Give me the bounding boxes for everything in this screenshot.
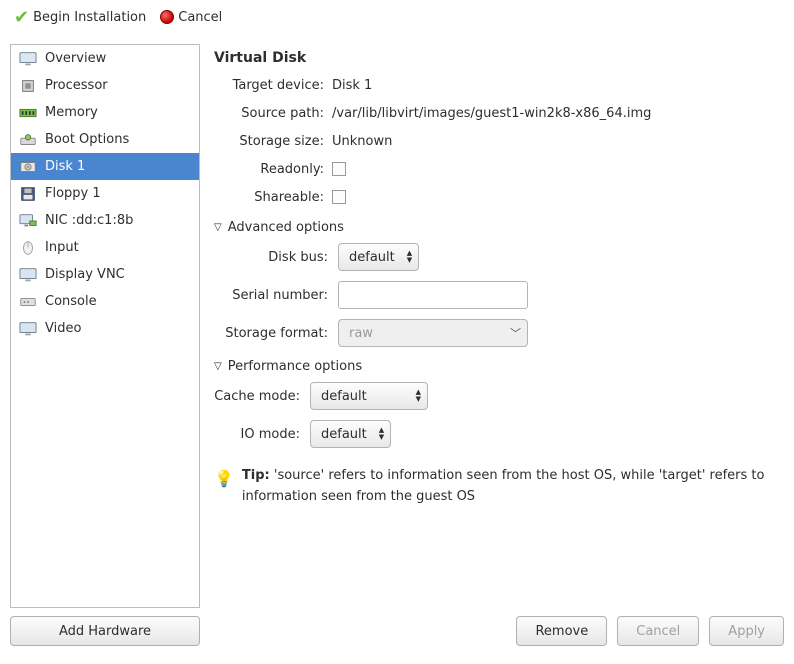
sidebar-item-label: Boot Options [45,132,129,147]
sidebar-item-input[interactable]: Input [11,234,199,261]
spinner-icon: ▲▼ [407,250,412,264]
monitor-icon [19,52,37,66]
storage-format-label: Storage format: [220,326,338,341]
chevron-down-icon: ﹀ [510,325,521,341]
io-mode-combo[interactable]: default ▲▼ [310,420,391,448]
performance-options-header[interactable]: ▽ Performance options [214,359,780,374]
display-icon [19,268,37,282]
target-device-value: Disk 1 [332,78,780,93]
disk-bus-combo[interactable]: default ▲▼ [338,243,419,271]
sidebar-item-floppy-1[interactable]: Floppy 1 [11,180,199,207]
storage-format-combo[interactable]: raw ﹀ [338,319,528,347]
cache-mode-combo[interactable]: default ▲▼ [310,382,428,410]
add-hardware-label: Add Hardware [59,624,151,639]
video-icon [19,322,37,336]
sidebar-item-label: Video [45,321,81,336]
sidebar-item-label: Display VNC [45,267,125,282]
sidebar-item-label: Console [45,294,97,309]
sidebar-item-nic[interactable]: NIC :dd:c1:8b [11,207,199,234]
sidebar-item-label: NIC :dd:c1:8b [45,213,133,228]
spinner-icon: ▲▼ [416,389,421,403]
expander-icon: ▽ [214,222,222,233]
storage-format-value: raw [349,326,373,341]
boot-icon [19,133,37,147]
cancel-toolbar-label: Cancel [178,10,222,25]
io-mode-value: default [321,427,367,442]
stop-icon [160,10,174,24]
storage-size-label: Storage size: [224,134,332,149]
cache-mode-label: Cache mode: [214,389,310,404]
remove-label: Remove [535,624,588,639]
tip-text: Tip: 'source' refers to information seen… [242,466,780,508]
source-path-value: /var/lib/libvirt/images/guest1-win2k8-x8… [332,106,780,121]
lightbulb-icon: 💡 [214,466,234,508]
disk-icon [19,160,37,174]
content-area: Overview Processor Memory Boot Options D… [0,36,794,608]
advanced-options-label: Advanced options [228,220,344,235]
console-icon [19,295,37,309]
advanced-options-header[interactable]: ▽ Advanced options [214,220,780,235]
disk-bus-label: Disk bus: [220,250,338,265]
sidebar-item-label: Disk 1 [45,159,85,174]
begin-installation-button[interactable]: ✔ Begin Installation [10,5,150,30]
sidebar-item-display-vnc[interactable]: Display VNC [11,261,199,288]
cancel-button[interactable]: Cancel [617,616,699,646]
details-panel: Virtual Disk Target device: Disk 1 Sourc… [210,44,784,608]
tip-prefix: Tip: [242,468,270,483]
sidebar-item-console[interactable]: Console [11,288,199,315]
storage-size-value: Unknown [332,134,780,149]
sidebar-item-label: Processor [45,78,108,93]
expander-icon: ▽ [214,361,222,372]
section-title: Virtual Disk [214,50,780,66]
source-path-label: Source path: [224,106,332,121]
disk-bus-value: default [349,250,395,265]
remove-button[interactable]: Remove [516,616,607,646]
readonly-checkbox[interactable] [332,162,346,176]
sidebar-item-memory[interactable]: Memory [11,99,199,126]
sidebar-item-label: Memory [45,105,98,120]
shareable-label: Shareable: [224,190,332,205]
apply-button[interactable]: Apply [709,616,784,646]
cache-mode-value: default [321,389,367,404]
tip-row: 💡 Tip: 'source' refers to information se… [214,466,780,508]
tip-body: 'source' refers to information seen from… [242,468,765,504]
sidebar-item-label: Floppy 1 [45,186,101,201]
nic-icon [19,214,37,228]
performance-options-label: Performance options [228,359,362,374]
readonly-label: Readonly: [224,162,332,177]
apply-label: Apply [728,624,765,639]
shareable-checkbox[interactable] [332,190,346,204]
sidebar-item-overview[interactable]: Overview [11,45,199,72]
toolbar: ✔ Begin Installation Cancel [0,0,794,36]
mouse-icon [19,241,37,255]
add-hardware-button[interactable]: Add Hardware [10,616,200,646]
cancel-label: Cancel [636,624,680,639]
sidebar-item-label: Overview [45,51,106,66]
floppy-icon [19,187,37,201]
hardware-sidebar: Overview Processor Memory Boot Options D… [10,44,200,608]
check-icon: ✔ [14,7,29,28]
sidebar-item-processor[interactable]: Processor [11,72,199,99]
cpu-icon [19,79,37,93]
begin-installation-label: Begin Installation [33,10,146,25]
memory-icon [19,106,37,120]
io-mode-label: IO mode: [214,427,310,442]
target-device-label: Target device: [224,78,332,93]
cancel-toolbar-button[interactable]: Cancel [156,8,226,27]
footer: Add Hardware Remove Cancel Apply [0,608,794,656]
spinner-icon: ▲▼ [379,427,384,441]
serial-number-label: Serial number: [220,288,338,303]
sidebar-item-disk-1[interactable]: Disk 1 [11,153,199,180]
sidebar-item-video[interactable]: Video [11,315,199,342]
sidebar-item-label: Input [45,240,79,255]
sidebar-item-boot-options[interactable]: Boot Options [11,126,199,153]
serial-number-input[interactable] [338,281,528,309]
